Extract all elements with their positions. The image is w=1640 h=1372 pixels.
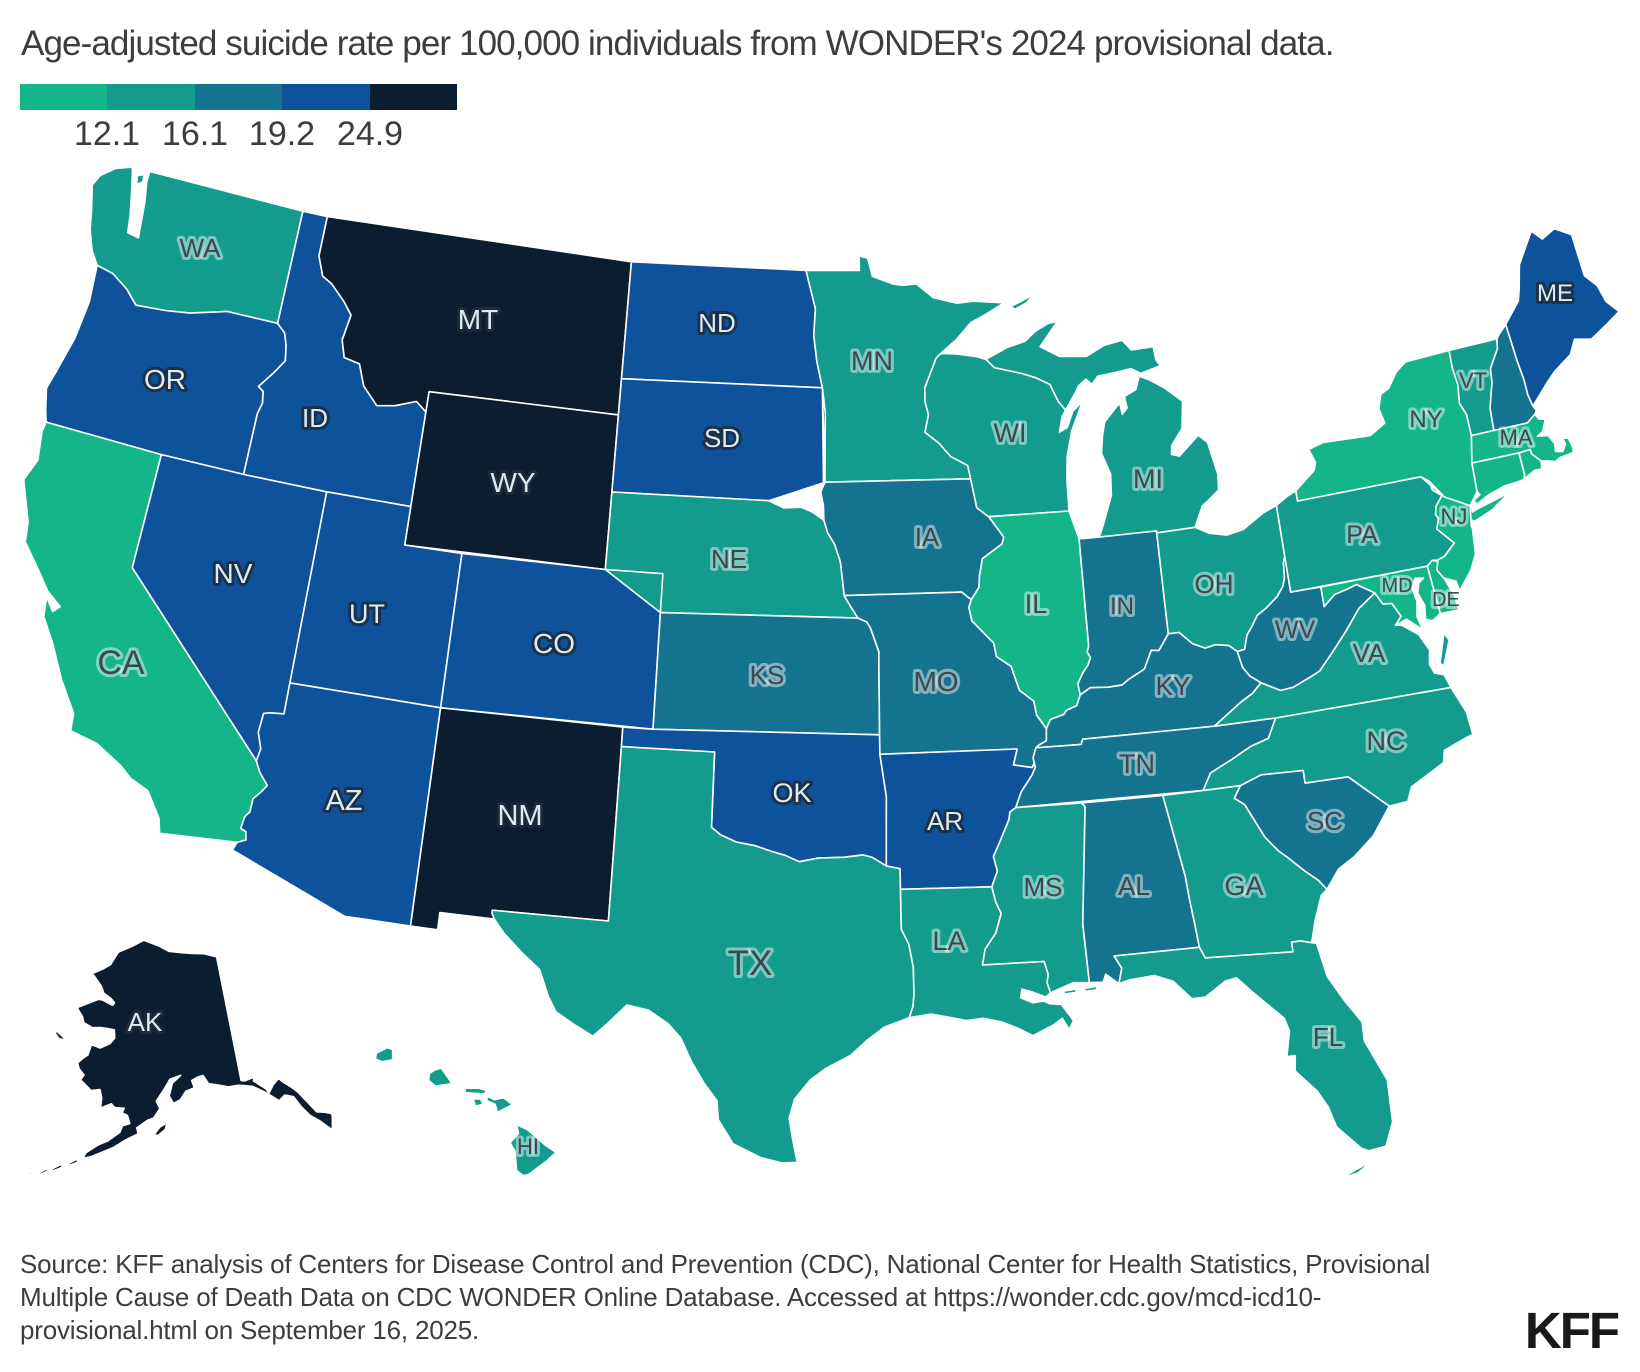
- svg-text:ID: ID: [302, 403, 328, 433]
- svg-text:MD: MD: [1381, 575, 1412, 597]
- svg-text:SD: SD: [704, 423, 740, 453]
- svg-text:LA: LA: [932, 926, 965, 956]
- svg-text:TX: TX: [728, 944, 773, 983]
- svg-text:WI: WI: [994, 418, 1027, 448]
- svg-text:TN: TN: [1119, 749, 1155, 779]
- svg-text:ND: ND: [698, 308, 736, 338]
- svg-text:MS: MS: [1024, 872, 1063, 902]
- svg-text:NJ: NJ: [1441, 504, 1468, 529]
- svg-text:MI: MI: [1133, 464, 1163, 494]
- svg-text:DE: DE: [1432, 589, 1460, 611]
- svg-text:AK: AK: [128, 1007, 163, 1037]
- svg-text:VA: VA: [1353, 638, 1386, 668]
- svg-text:NE: NE: [711, 544, 747, 574]
- svg-text:NY: NY: [1409, 406, 1442, 433]
- svg-text:MT: MT: [458, 304, 498, 335]
- svg-text:IA: IA: [915, 522, 940, 552]
- svg-text:AL: AL: [1118, 871, 1150, 901]
- svg-text:ME: ME: [1537, 280, 1573, 307]
- svg-text:UT: UT: [349, 599, 385, 629]
- svg-text:AR: AR: [927, 806, 963, 836]
- svg-text:WA: WA: [180, 233, 222, 263]
- svg-text:GA: GA: [1224, 871, 1263, 901]
- svg-text:KY: KY: [1156, 671, 1191, 701]
- svg-text:VT: VT: [1459, 368, 1487, 393]
- svg-text:WV: WV: [1275, 616, 1316, 644]
- svg-text:HI: HI: [517, 1134, 539, 1159]
- svg-text:OK: OK: [772, 778, 811, 808]
- svg-text:MA: MA: [1500, 425, 1533, 450]
- svg-text:NC: NC: [1367, 726, 1406, 756]
- svg-text:OH: OH: [1195, 569, 1234, 599]
- svg-text:WY: WY: [490, 467, 535, 498]
- svg-text:MO: MO: [913, 666, 958, 697]
- svg-text:KS: KS: [750, 660, 785, 690]
- svg-text:PA: PA: [1346, 521, 1378, 549]
- svg-text:OR: OR: [144, 364, 186, 395]
- svg-text:NV: NV: [214, 558, 253, 589]
- svg-text:FL: FL: [1313, 1022, 1343, 1052]
- svg-text:CO: CO: [533, 628, 575, 659]
- svg-text:SC: SC: [1307, 806, 1343, 836]
- svg-text:AZ: AZ: [325, 785, 362, 817]
- svg-text:CA: CA: [97, 644, 145, 682]
- svg-text:NM: NM: [497, 800, 542, 832]
- svg-text:IL: IL: [1025, 589, 1048, 619]
- svg-text:MN: MN: [851, 346, 893, 376]
- svg-text:IN: IN: [1110, 593, 1134, 620]
